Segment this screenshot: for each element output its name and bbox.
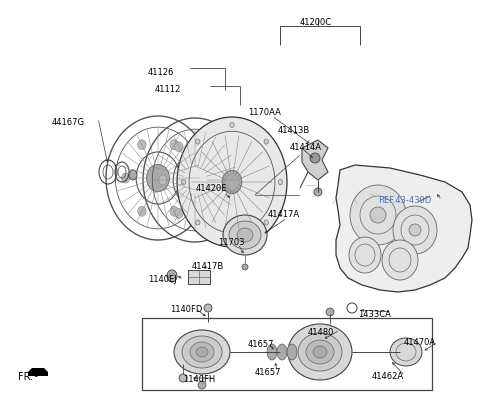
Text: 41470A: 41470A: [404, 338, 436, 347]
Polygon shape: [28, 368, 48, 376]
Ellipse shape: [313, 346, 327, 358]
Ellipse shape: [223, 175, 231, 185]
Ellipse shape: [146, 164, 169, 192]
Ellipse shape: [186, 173, 194, 183]
Ellipse shape: [382, 240, 418, 280]
Text: 41413B: 41413B: [278, 126, 310, 135]
Text: 44167G: 44167G: [52, 118, 85, 127]
Ellipse shape: [287, 344, 297, 360]
Ellipse shape: [310, 153, 320, 163]
Ellipse shape: [370, 207, 386, 223]
Ellipse shape: [298, 333, 342, 371]
Ellipse shape: [288, 324, 352, 380]
Polygon shape: [302, 140, 328, 180]
Ellipse shape: [222, 170, 242, 194]
Ellipse shape: [183, 166, 206, 194]
Ellipse shape: [314, 188, 322, 196]
Text: 1140EJ: 1140EJ: [148, 275, 177, 284]
Polygon shape: [336, 165, 472, 292]
Text: 41417B: 41417B: [192, 262, 224, 271]
Ellipse shape: [138, 206, 146, 216]
Ellipse shape: [223, 215, 267, 255]
Ellipse shape: [198, 381, 206, 389]
Ellipse shape: [158, 175, 167, 185]
Ellipse shape: [207, 208, 215, 218]
Ellipse shape: [204, 304, 212, 312]
Ellipse shape: [167, 270, 177, 282]
Ellipse shape: [195, 139, 200, 144]
Ellipse shape: [267, 344, 277, 360]
Ellipse shape: [237, 228, 253, 242]
Ellipse shape: [264, 139, 268, 144]
Ellipse shape: [138, 140, 146, 150]
Bar: [142, 318, 432, 390]
Ellipse shape: [174, 330, 230, 374]
Ellipse shape: [278, 179, 283, 185]
Text: 41480: 41480: [308, 328, 335, 337]
Ellipse shape: [175, 208, 183, 218]
Ellipse shape: [242, 264, 248, 270]
Ellipse shape: [121, 173, 130, 183]
Text: 41200C: 41200C: [300, 18, 332, 27]
Ellipse shape: [326, 308, 334, 316]
Ellipse shape: [195, 220, 200, 225]
Ellipse shape: [350, 185, 406, 245]
Ellipse shape: [196, 347, 208, 357]
Text: 41657: 41657: [248, 340, 275, 349]
Ellipse shape: [182, 336, 222, 368]
Text: 41417A: 41417A: [268, 210, 300, 219]
Ellipse shape: [409, 224, 421, 236]
Text: FR.: FR.: [18, 372, 33, 382]
Ellipse shape: [390, 338, 422, 366]
Ellipse shape: [349, 237, 381, 273]
Bar: [188, 270, 210, 284]
Ellipse shape: [277, 344, 287, 360]
Ellipse shape: [179, 374, 187, 382]
Ellipse shape: [264, 220, 268, 225]
Ellipse shape: [129, 170, 137, 180]
Ellipse shape: [230, 122, 234, 128]
Text: 41462A: 41462A: [372, 372, 404, 381]
Text: 41112: 41112: [155, 85, 181, 94]
Text: 11703: 11703: [218, 238, 244, 247]
Text: 41657: 41657: [255, 368, 281, 377]
Text: 1433CA: 1433CA: [358, 310, 391, 319]
Text: 1170AA: 1170AA: [248, 108, 281, 117]
Ellipse shape: [181, 179, 186, 185]
Ellipse shape: [170, 206, 178, 216]
Text: 1140FH: 1140FH: [183, 375, 215, 384]
Text: 41420E: 41420E: [196, 184, 228, 193]
Text: 41126: 41126: [148, 68, 174, 77]
Ellipse shape: [190, 342, 214, 362]
Ellipse shape: [170, 140, 178, 150]
Ellipse shape: [230, 236, 234, 242]
Ellipse shape: [177, 117, 287, 247]
Ellipse shape: [207, 142, 215, 152]
Text: 1140FD: 1140FD: [170, 305, 203, 314]
Ellipse shape: [229, 221, 261, 249]
Ellipse shape: [175, 142, 183, 152]
Ellipse shape: [393, 206, 437, 254]
Text: REF.43-430D: REF.43-430D: [378, 196, 431, 205]
Ellipse shape: [306, 340, 334, 364]
Text: 41414A: 41414A: [290, 143, 322, 152]
